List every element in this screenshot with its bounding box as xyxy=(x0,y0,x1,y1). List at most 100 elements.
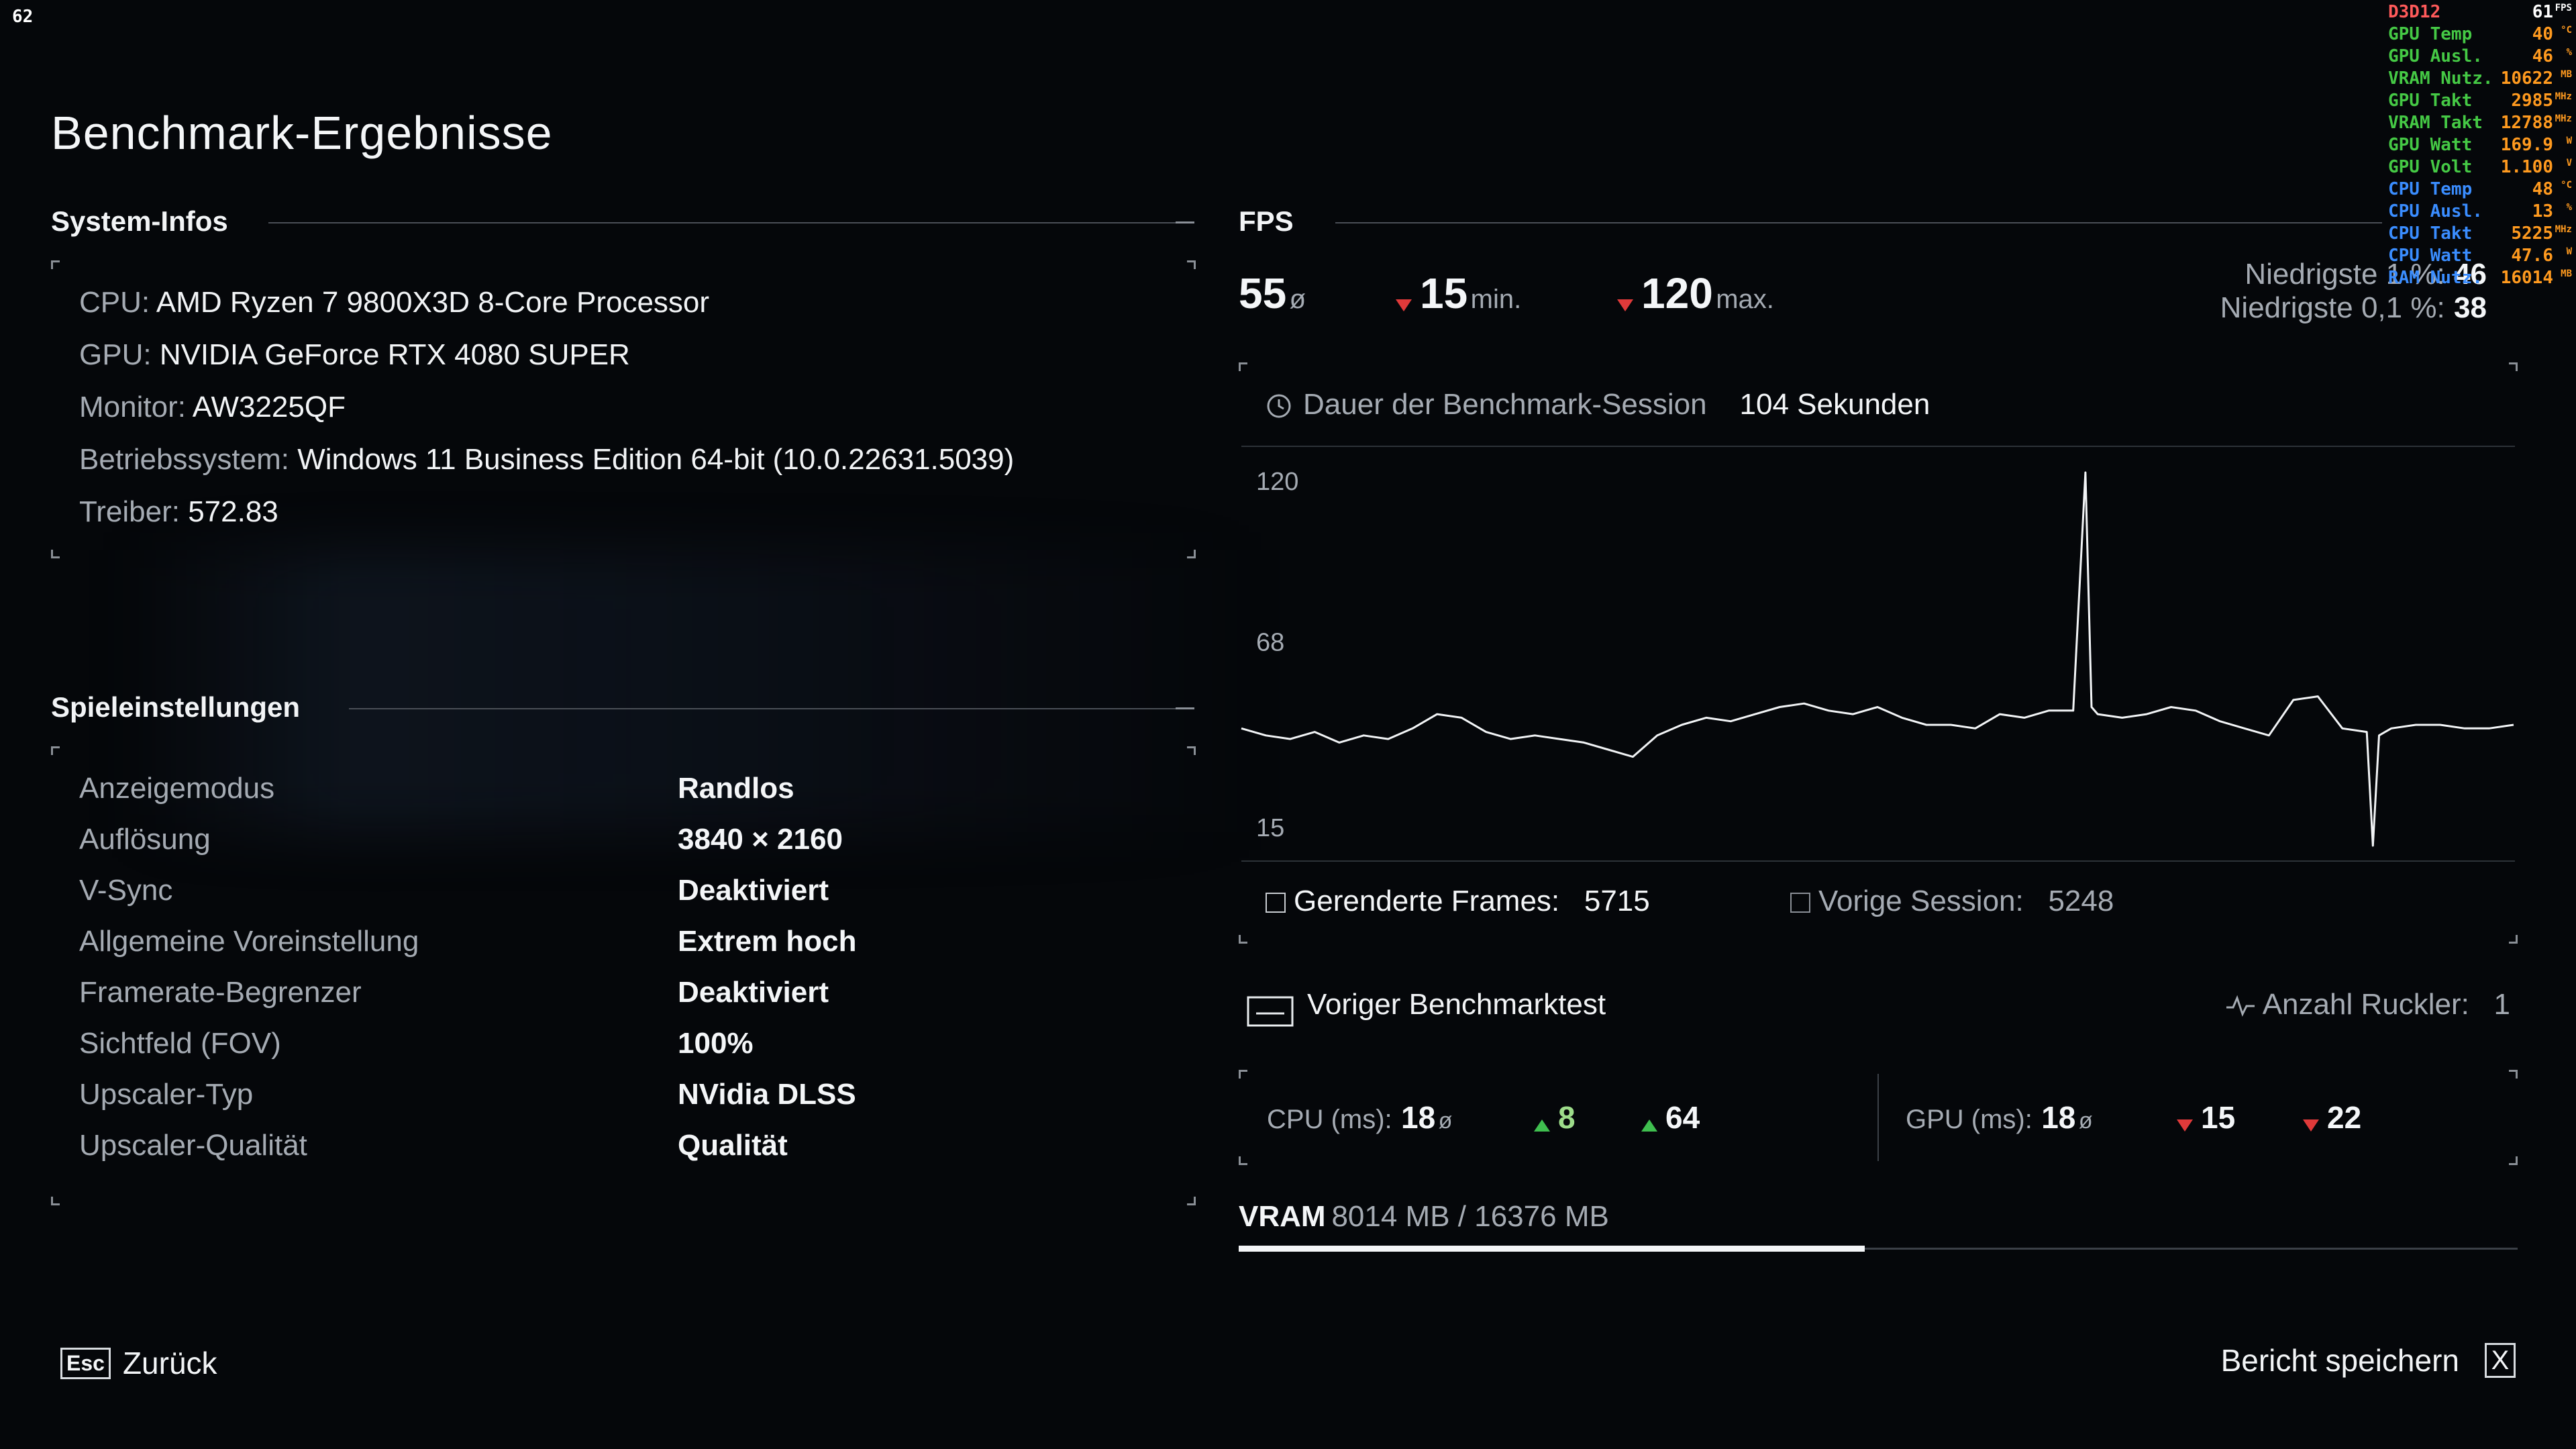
overlay-row-name: CPU Watt xyxy=(2388,246,2473,266)
previous-session-label: Vorige Session: xyxy=(1818,885,2024,917)
overlay-row-value: 40 xyxy=(2532,24,2553,44)
overlay-row-value: 61 xyxy=(2532,2,2553,22)
overlay-row-unit: W xyxy=(2566,136,2572,146)
gpu-frametime-min: 15 xyxy=(2177,1099,2235,1136)
fps-minimum-value: 15 xyxy=(1420,269,1468,317)
down-triangle-icon xyxy=(2303,1119,2319,1132)
overlay-row: CPU Takt 5225 MHz xyxy=(2384,223,2576,245)
setting-value-upscaler-quality: Qualität xyxy=(678,1129,788,1162)
setting-label-framerate-limiter: Framerate-Begrenzer xyxy=(79,976,362,1009)
overlay-row-name: VRAM Nutz. xyxy=(2388,68,2493,89)
system-infos-divider xyxy=(268,222,1189,223)
previous-benchmark-button[interactable]: Voriger Benchmarktest xyxy=(1247,988,1606,1027)
back-button[interactable]: Esc Zurück xyxy=(60,1345,217,1381)
fps-panel xyxy=(1239,362,2518,944)
system-info-driver: Treiber: 572.83 xyxy=(79,495,278,528)
overlay-row-value: 2985 xyxy=(2511,91,2553,111)
fps-heading: FPS xyxy=(1239,205,1294,237)
game-settings-panel xyxy=(51,746,1196,1205)
cpu-frametime-avg: 18 xyxy=(1400,1100,1436,1135)
save-report-label: Bericht speichern xyxy=(2220,1343,2459,1378)
overlay-row-value: 12788 xyxy=(2500,113,2553,133)
overlay-row-unit: % xyxy=(2566,47,2572,58)
setting-value-upscaler-type: NVidia DLSS xyxy=(678,1078,856,1111)
overlay-row-name: GPU Watt xyxy=(2388,135,2473,155)
checkbox-icon xyxy=(1266,893,1286,913)
stutter-count-label: Anzahl Ruckler: xyxy=(2262,988,2469,1021)
overlay-row: GPU Takt 2985 MHz xyxy=(2384,90,2576,112)
overlay-row-unit: MHz xyxy=(2555,91,2572,102)
fps-maximum: 120 max. xyxy=(1617,268,1774,318)
overlay-row-value: 5225 xyxy=(2511,223,2553,244)
overlay-row-value: 13 xyxy=(2532,201,2553,221)
frame-counter: 62 xyxy=(12,7,34,27)
overlay-row-name: CPU Ausl. xyxy=(2388,201,2483,221)
overlay-row-unit: % xyxy=(2566,202,2572,213)
checkbox-icon xyxy=(1790,893,1810,913)
overlay-row-unit: W xyxy=(2566,246,2572,257)
frametime-divider xyxy=(1877,1074,1879,1161)
overlay-row-unit: MB xyxy=(2561,268,2572,279)
vram-bar-fill xyxy=(1239,1246,1865,1252)
overlay-row-value: 47.6 xyxy=(2511,246,2553,266)
setting-value-display-mode: Randlos xyxy=(678,772,794,805)
cpu-frametime-max: 64 xyxy=(1641,1099,1700,1136)
vram-usage: VRAM 8014 MB / 16376 MB xyxy=(1239,1200,1609,1234)
session-duration-value: 104 Sekunden xyxy=(1739,388,1930,421)
setting-label-vsync: V-Sync xyxy=(79,874,173,907)
overlay-row-name: VRAM Takt xyxy=(2388,113,2483,133)
fps-low-1-percent: Niedrigste 1 %: 46 xyxy=(2245,258,2487,291)
overlay-row: CPU Temp 48 °C xyxy=(2384,179,2576,201)
fps-average-unit: ø xyxy=(1289,285,1306,314)
setting-value-fov: 100% xyxy=(678,1027,754,1060)
system-info-cpu: CPU: AMD Ryzen 7 9800X3D 8-Core Processo… xyxy=(79,286,710,319)
overlay-row-name: GPU Temp xyxy=(2388,24,2473,44)
system-infos-collapse-dash xyxy=(1176,221,1194,223)
performance-overlay: D3D12 61 FPS GPU Temp 40 °C GPU Ausl. 46% VRAM N… xyxy=(2384,1,2576,289)
down-triangle-icon xyxy=(1617,299,1633,311)
system-info-gpu: GPU: NVIDIA GeForce RTX 4080 SUPER xyxy=(79,338,630,371)
overlay-row-unit: MHz xyxy=(2555,113,2572,124)
save-report-button[interactable]: Bericht speichern X xyxy=(2221,1342,2516,1379)
previous-session-value: 5248 xyxy=(2048,885,2114,917)
overlay-row: GPU Temp 40 °C xyxy=(2384,23,2576,46)
vram-bar-track xyxy=(1239,1246,2518,1252)
y-tick-label: 120 xyxy=(1256,468,1298,496)
down-triangle-icon xyxy=(1396,299,1412,311)
overlay-row-unit: MHz xyxy=(2555,224,2572,235)
overlay-row-unit: V xyxy=(2566,158,2572,168)
clock-icon xyxy=(1267,394,1291,418)
fps-divider xyxy=(1335,222,2382,223)
fps-average: 55 ø xyxy=(1239,268,1306,318)
setting-label-upscaler-type: Upscaler-Typ xyxy=(79,1078,254,1111)
back-label: Zurück xyxy=(122,1346,217,1381)
overlay-row: GPU Ausl. 46% xyxy=(2384,46,2576,68)
game-settings-heading: Spieleinstellungen xyxy=(51,691,301,723)
monitor-icon xyxy=(1247,996,1294,1027)
gpu-frametime: GPU (ms): 18 ø xyxy=(1906,1099,2093,1136)
overlay-row: GPU Volt 1.100 V xyxy=(2384,156,2576,179)
overlay-row: GPU Watt 169.9 W xyxy=(2384,134,2576,156)
overlay-row: CPU Ausl. 13% xyxy=(2384,201,2576,223)
overlay-row: VRAM Nutz. 10622 MB xyxy=(2384,68,2576,90)
fps-series-line xyxy=(1241,471,2514,847)
cpu-frametime: CPU (ms): 18 ø xyxy=(1267,1099,1452,1136)
overlay-row-unit: MB xyxy=(2561,69,2572,80)
fps-minimum: 15 min. xyxy=(1396,268,1521,318)
system-info-os: Betriebssystem: Windows 11 Business Edit… xyxy=(79,443,1015,476)
system-infos-panel xyxy=(51,260,1196,558)
gpu-frametime-max: 22 xyxy=(2303,1099,2361,1136)
esc-key-icon: Esc xyxy=(60,1347,111,1379)
gpu-frametime-label: GPU (ms): xyxy=(1906,1105,2032,1134)
setting-label-preset: Allgemeine Voreinstellung xyxy=(79,925,419,958)
vram-value: 8014 MB / 16376 MB xyxy=(1331,1200,1609,1233)
gpu-frametime-avg: 18 xyxy=(2041,1100,2076,1135)
overlay-row-name: CPU Takt xyxy=(2388,223,2473,244)
overlay-row-name: RAM Nutz. xyxy=(2388,268,2483,288)
up-triangle-icon xyxy=(1641,1119,1657,1132)
overlay-row-unit: FPS xyxy=(2555,3,2572,13)
vram-label: VRAM xyxy=(1239,1200,1326,1233)
gpu-frametime-avg-unit: ø xyxy=(2078,1108,2093,1134)
overlay-row-value: 1.100 xyxy=(2500,157,2553,177)
overlay-row: RAM Nutz. 16014 MB xyxy=(2384,267,2576,289)
